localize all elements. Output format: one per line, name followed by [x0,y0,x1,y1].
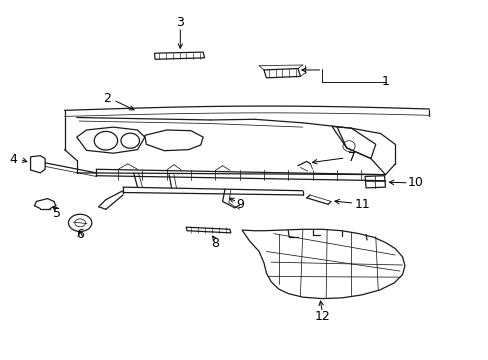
Polygon shape [30,156,45,173]
Text: 10: 10 [407,176,423,189]
Text: 1: 1 [381,75,388,88]
Text: 12: 12 [314,310,329,323]
Text: 9: 9 [236,198,244,211]
Text: 8: 8 [211,237,219,250]
Polygon shape [365,176,385,188]
Polygon shape [264,68,300,78]
Polygon shape [242,229,404,298]
Text: 4: 4 [10,153,18,166]
Text: 6: 6 [76,228,84,241]
Text: 7: 7 [348,151,356,165]
Text: 5: 5 [53,207,61,220]
Polygon shape [154,52,204,59]
Text: 3: 3 [176,16,184,29]
Polygon shape [331,126,375,158]
Text: 11: 11 [354,198,369,211]
Polygon shape [144,130,203,151]
Polygon shape [186,227,230,233]
Polygon shape [77,127,144,153]
Text: 2: 2 [103,92,111,105]
